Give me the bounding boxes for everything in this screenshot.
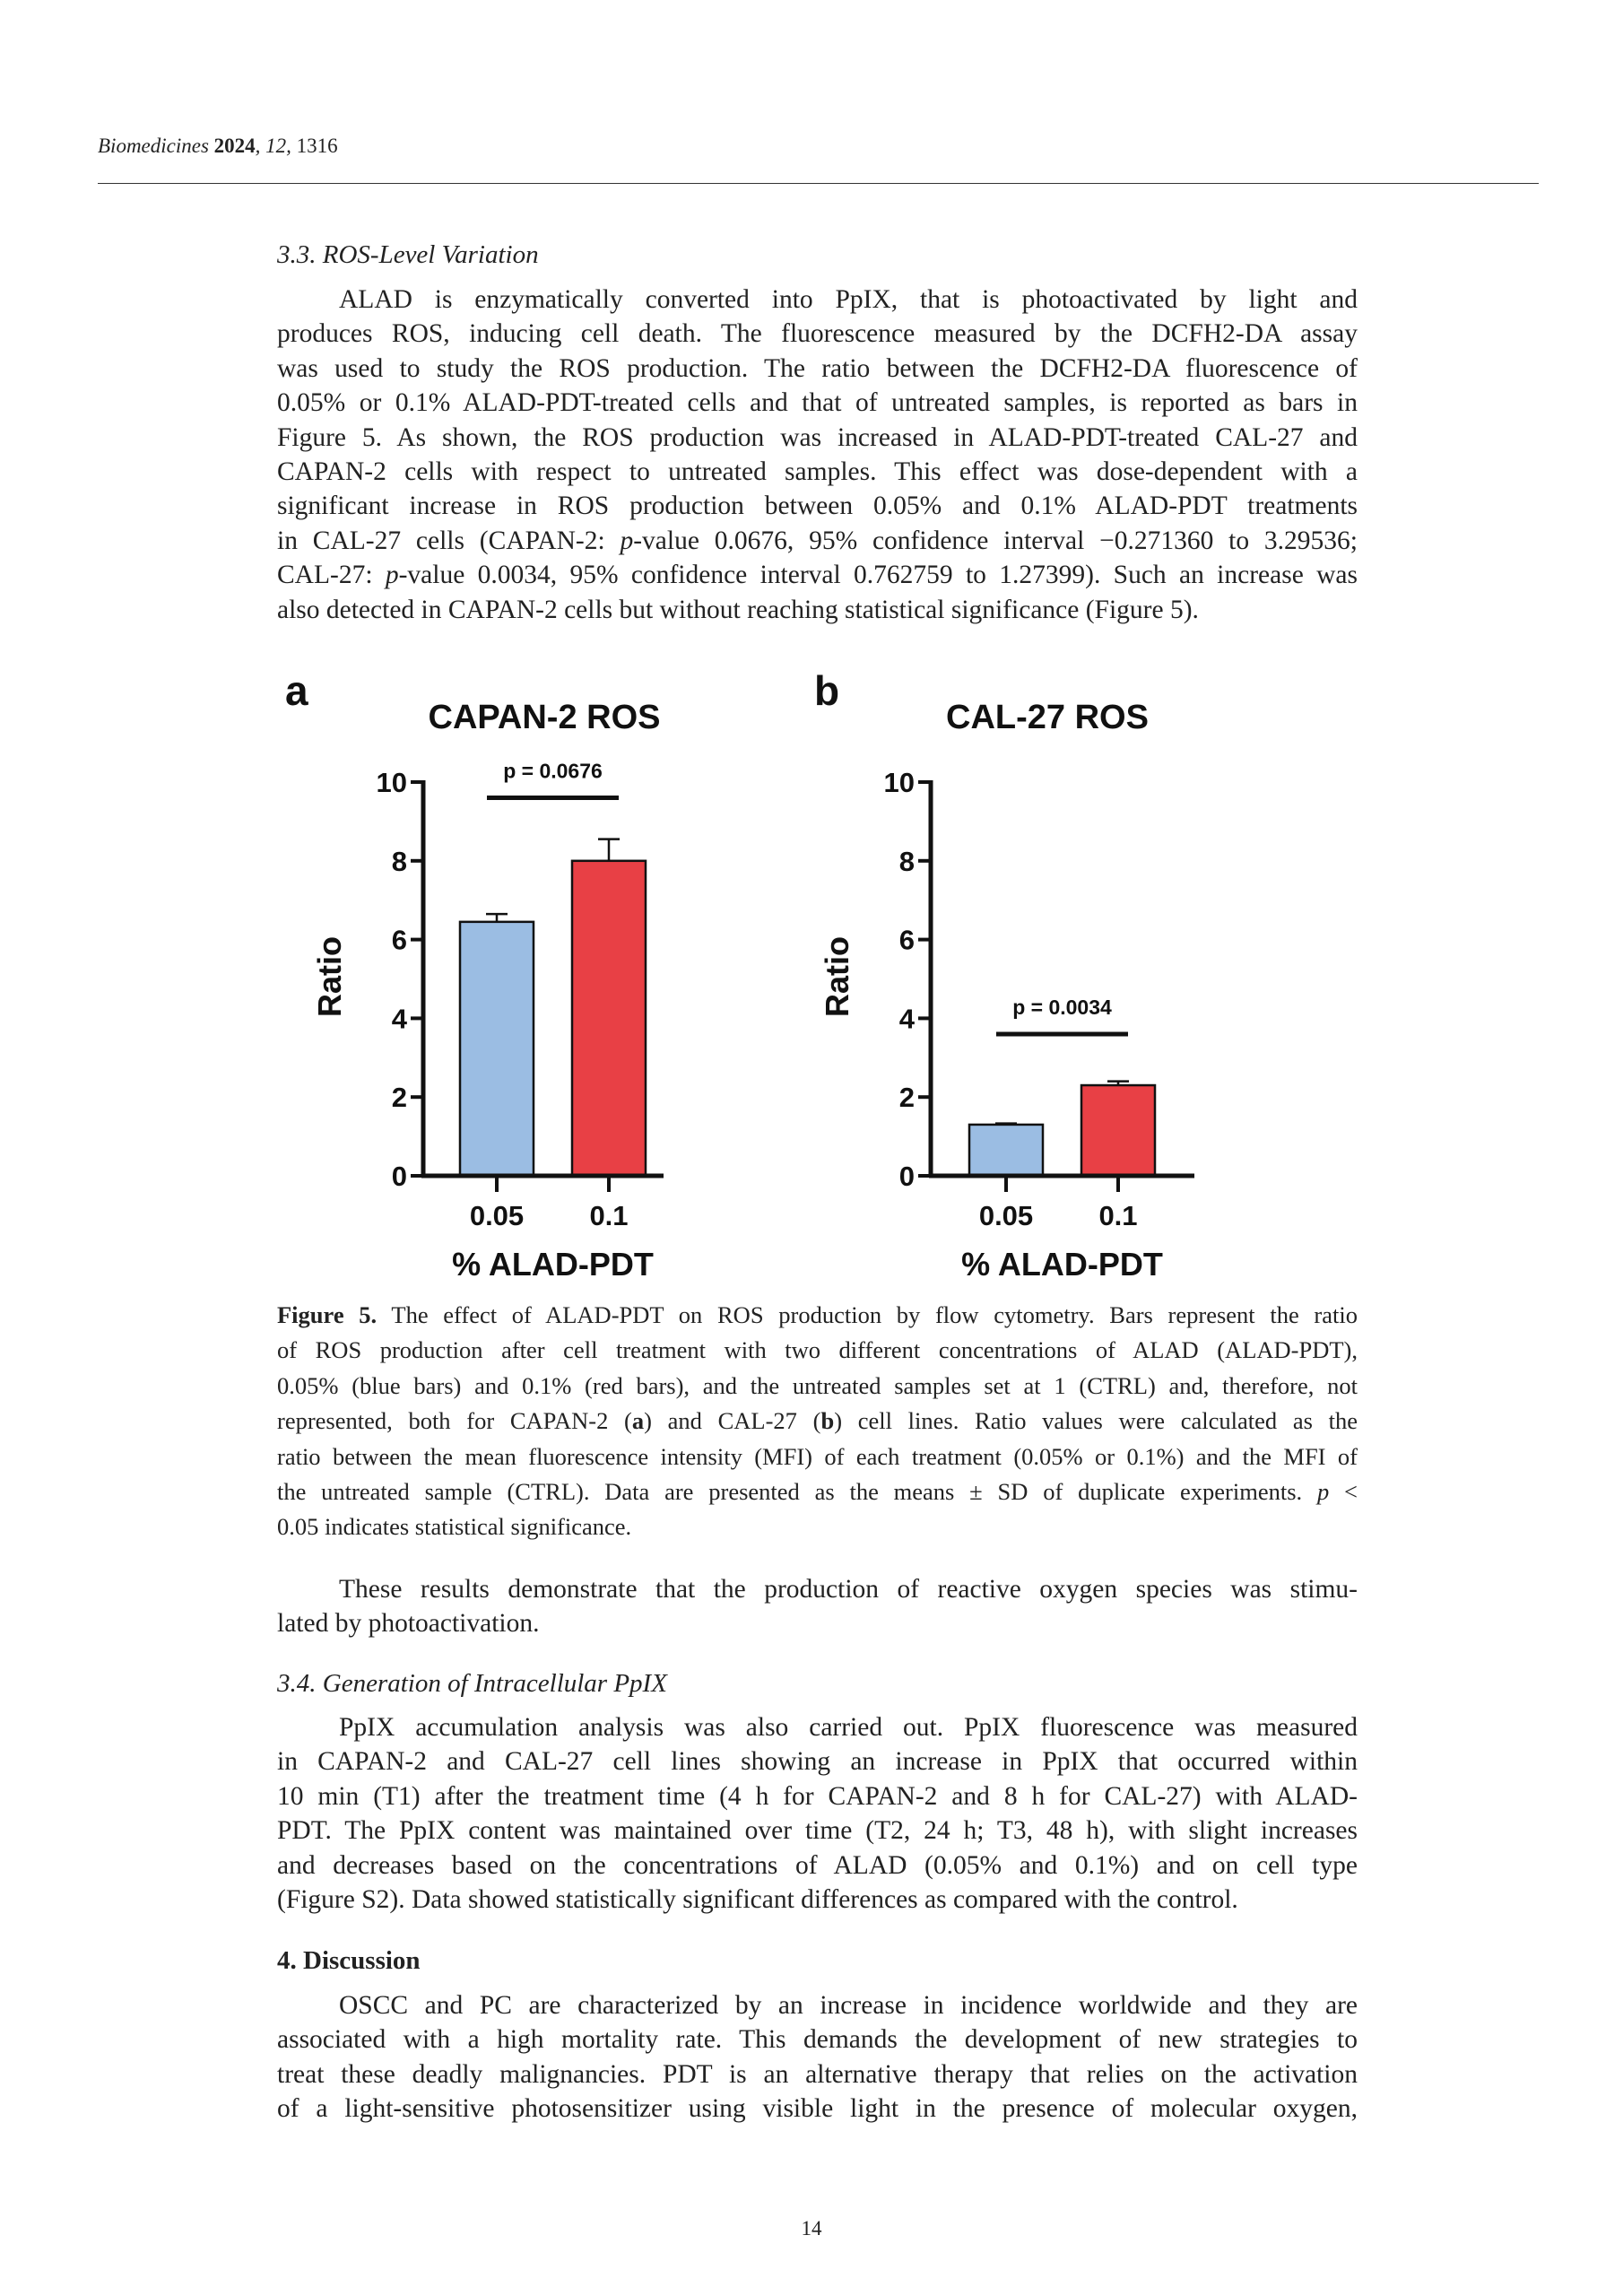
section-heading-3-3: 3.3. ROS-Level Variation <box>277 240 539 269</box>
page-number: 14 <box>801 2217 822 2239</box>
figure-5: a CAPAN-2 ROS 0.05 0.1 0 2 4 6 8 10 Ratio % ALAD-PD… <box>285 667 1194 1283</box>
text-line: significant increase in ROS production b… <box>277 491 1358 521</box>
text-segment: p <box>385 561 399 590</box>
y-tick-label: 10 <box>884 767 915 798</box>
y-tick-label: 0 <box>899 1161 915 1192</box>
text-line: PDT. The PpIX content was maintained ove… <box>277 1816 1358 1846</box>
text-segment: ) cell lines. Ratio values were calculat… <box>834 1407 1358 1435</box>
text-line: treat these deadly malignancies. PDT is … <box>277 2059 1358 2089</box>
x-tick-label: 0.05 <box>470 1200 524 1231</box>
bar-0.1 <box>1080 1083 1157 1178</box>
p-value-label: p = 0.0034 <box>1012 996 1112 1019</box>
text-line: produces ROS, inducing cell death. The f… <box>277 319 1358 349</box>
text-segment: -value 0.0034, 95% confidence interval 0… <box>398 561 1358 590</box>
y-tick-label: 6 <box>899 925 915 956</box>
journal-name: Biomedicines <box>98 135 209 157</box>
text-segment: p <box>620 526 634 555</box>
text-segment: ) and CAL-27 ( <box>644 1407 821 1435</box>
text-line: OSCC and PC are characterized by an incr… <box>339 1991 1358 2020</box>
paragraph-results: These results demonstrate that the produ… <box>277 1572 1358 1641</box>
journal-year: 2024 <box>213 135 256 157</box>
section-heading-3-4: 3.4. Generation of Intracellular PpIX <box>277 1669 667 1698</box>
x-tick-label: 0.1 <box>589 1200 628 1231</box>
x-axis-label: % ALAD-PDT <box>961 1246 1163 1283</box>
y-tick-label: 4 <box>392 1003 408 1034</box>
x-tick-label: 0.05 <box>979 1200 1033 1231</box>
text-line: in CAL-27 cells (CAPAN-2: p-value 0.0676… <box>277 524 1358 558</box>
text-segment: < <box>1329 1477 1358 1505</box>
header-rule <box>98 183 1539 184</box>
figure-caption: Figure 5. The effect of ALAD-PDT on ROS … <box>277 1298 1358 1545</box>
text-line: was used to study the ROS production. Th… <box>277 353 1358 383</box>
text-line: 10 min (T1) after the treatment time (4 … <box>277 1781 1358 1811</box>
paragraph-ppix: PpIX accumulation analysis was also carr… <box>277 1710 1358 1917</box>
chart-title: CAL-27 ROS <box>946 699 1149 736</box>
journal-volume: 12 <box>265 135 287 157</box>
y-axis-label: Ratio <box>819 936 855 1017</box>
text-line: also detected in CAPAN-2 cells but witho… <box>277 595 1199 624</box>
panel-label: a <box>285 667 308 714</box>
y-tick-label: 8 <box>899 846 915 877</box>
bar-0.05 <box>968 1123 1045 1178</box>
y-tick-label: 8 <box>392 846 407 877</box>
text-line: lated by photoactivation. <box>277 1609 540 1639</box>
text-line: the untreated sample (CTRL). Data are pr… <box>277 1474 1358 1509</box>
text-line: ALAD is enzymatically converted into PpI… <box>339 285 1358 314</box>
y-tick-label: 2 <box>899 1082 915 1113</box>
text-line: (Figure S2). Data showed statistically s… <box>277 1884 1238 1914</box>
text-segment: in CAL-27 cells (CAPAN-2: <box>277 526 621 555</box>
text-line: of a light-sensitive photosensitizer usi… <box>277 2094 1358 2124</box>
text-segment: the untreated sample (CTRL). Data are pr… <box>277 1477 1317 1505</box>
y-tick-label: 2 <box>392 1082 407 1113</box>
x-axis-label: % ALAD-PDT <box>452 1246 654 1283</box>
text-line: CAPAN-2 cells with respect to untreated … <box>277 457 1358 486</box>
panel-label: b <box>814 667 839 714</box>
text-line: and decreases based on the concentration… <box>277 1850 1358 1880</box>
y-tick-label: 4 <box>899 1003 916 1034</box>
text-segment: b <box>820 1407 835 1435</box>
text-segment: represented, both for CAPAN-2 ( <box>277 1407 632 1435</box>
text-line: in CAPAN-2 and CAL-27 cell lines showing… <box>277 1747 1358 1777</box>
text-segment: CAL-27: <box>277 561 386 590</box>
article-number: 1316 <box>296 135 338 157</box>
text-line: CAL-27: p-value 0.0034, 95% confidence i… <box>277 558 1358 592</box>
bar-0.1 <box>570 859 647 1178</box>
p-value-label: p = 0.0676 <box>503 760 603 783</box>
text-line: of ROS production after cell treatment w… <box>277 1336 1358 1364</box>
x-tick-label: 0.1 <box>1098 1200 1137 1231</box>
text-line: Figure 5. The effect of ALAD-PDT on ROS … <box>277 1298 1358 1333</box>
text-line: PpIX accumulation analysis was also carr… <box>339 1713 1358 1742</box>
paragraph-ros: ALAD is enzymatically converted into PpI… <box>277 283 1358 627</box>
y-tick-label: 10 <box>377 767 407 798</box>
y-tick-label: 0 <box>392 1161 407 1192</box>
text-line: 0.05% or 0.1% ALAD-PDT-treated cells and… <box>277 388 1358 418</box>
bar-0.05 <box>458 920 535 1178</box>
text-segment: -value 0.0676, 95% confidence interval −… <box>633 526 1358 555</box>
text-segment: Figure 5. <box>277 1301 378 1328</box>
section-heading-discussion: 4. Discussion <box>277 1946 421 1975</box>
text-line: ratio between the mean fluorescence inte… <box>277 1442 1358 1470</box>
chart-title: CAPAN-2 ROS <box>429 699 661 736</box>
y-tick-label: 6 <box>392 925 407 956</box>
text-line: 0.05 indicates statistical significance. <box>277 1513 632 1541</box>
paragraph-discussion: OSCC and PC are characterized by an incr… <box>277 1988 1358 2126</box>
text-line: represented, both for CAPAN-2 (a) and CA… <box>277 1404 1358 1439</box>
text-segment: The effect of ALAD-PDT on ROS production… <box>377 1301 1358 1328</box>
text-line: These results demonstrate that the produ… <box>339 1575 1358 1604</box>
running-head: Biomedicines 2024, 12, 1316 <box>98 135 338 157</box>
text-line: Figure 5. As shown, the ROS production w… <box>277 422 1358 452</box>
y-axis-label: Ratio <box>311 936 348 1017</box>
text-segment: a <box>631 1407 645 1435</box>
text-line: 0.05% (blue bars) and 0.1% (red bars), a… <box>277 1371 1358 1399</box>
text-line: associated with a high mortality rate. T… <box>277 2025 1358 2055</box>
text-segment: p <box>1316 1477 1330 1505</box>
